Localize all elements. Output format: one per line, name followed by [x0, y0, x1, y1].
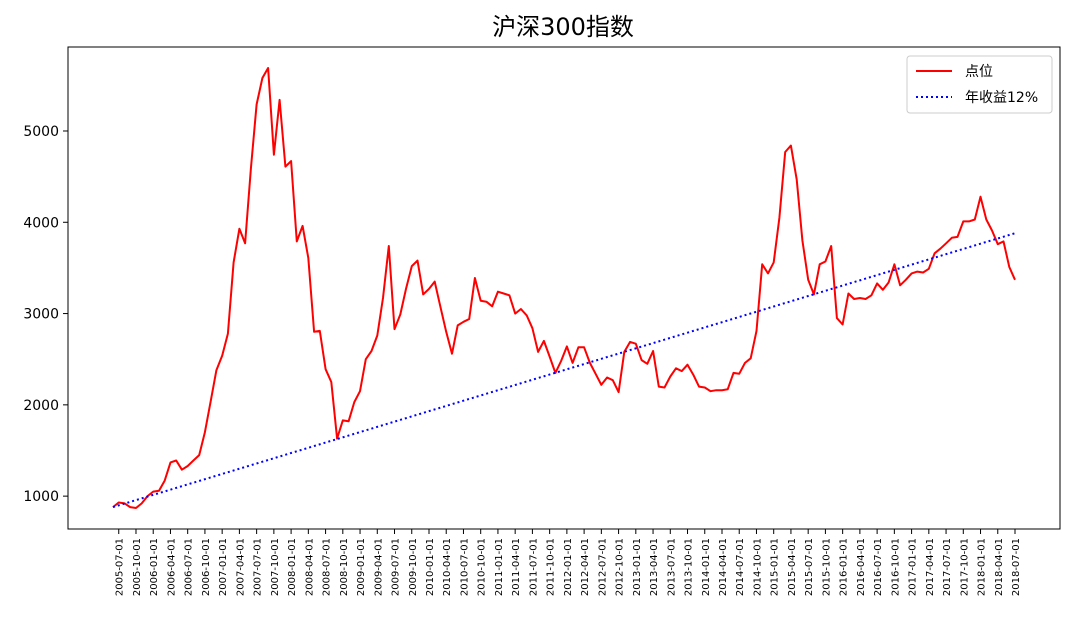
x-tick-label: 2013-01-01 — [632, 538, 643, 596]
chart-title: 沪深300指数 — [492, 13, 634, 41]
legend-label-points: 点位 — [965, 64, 993, 80]
x-tick-label: 2017-07-01 — [942, 538, 953, 596]
x-tick-label: 2011-07-01 — [528, 538, 539, 596]
x-tick-label: 2017-04-01 — [925, 538, 936, 596]
x-tick-label: 2013-10-01 — [684, 538, 695, 596]
x-tick-label: 2011-10-01 — [546, 538, 557, 596]
x-tick-label: 2018-04-01 — [994, 538, 1005, 596]
series-line-trend — [112, 232, 1016, 509]
legend-label-trend: 年收益12% — [965, 90, 1038, 106]
x-tick-label: 2015-07-01 — [804, 538, 815, 596]
x-tick-label: 2018-07-01 — [1011, 538, 1022, 596]
x-tick-label: 2009-04-01 — [373, 538, 384, 596]
x-tick-label: 2014-07-01 — [735, 538, 746, 596]
x-tick-label: 2016-01-01 — [839, 538, 850, 596]
x-tick-label: 2012-01-01 — [563, 538, 574, 596]
x-tick-label: 2008-07-01 — [322, 538, 333, 596]
x-tick-label: 2017-10-01 — [959, 538, 970, 596]
x-tick-label: 2009-07-01 — [391, 538, 402, 596]
x-tick-label: 2005-10-01 — [132, 538, 143, 596]
x-tick-label: 2015-04-01 — [787, 538, 798, 596]
x-tick-label: 2006-07-01 — [184, 538, 195, 596]
x-tick-label: 2010-10-01 — [477, 538, 488, 596]
x-tick-label: 2006-04-01 — [166, 538, 177, 596]
x-tick-label: 2007-04-01 — [235, 538, 246, 596]
x-tick-label: 2017-01-01 — [908, 538, 919, 596]
y-tick-label: 2000 — [23, 398, 59, 414]
x-tick-label: 2012-07-01 — [597, 538, 608, 596]
x-tick-label: 2011-04-01 — [511, 538, 522, 596]
y-tick-label: 5000 — [23, 124, 59, 140]
x-tick-label: 2014-10-01 — [752, 538, 763, 596]
y-tick-label: 1000 — [23, 489, 59, 505]
x-tick-label: 2006-10-01 — [201, 538, 212, 596]
x-tick-label: 2015-10-01 — [821, 538, 832, 596]
x-tick-label: 2009-01-01 — [356, 538, 367, 596]
x-tick-label: 2016-07-01 — [873, 538, 884, 596]
x-tick-label: 2016-04-01 — [856, 538, 867, 596]
x-tick-label: 2014-04-01 — [718, 538, 729, 596]
x-tick-label: 2015-01-01 — [770, 538, 781, 596]
x-tick-label: 2010-07-01 — [459, 538, 470, 596]
x-tick-label: 2014-01-01 — [701, 538, 712, 596]
x-tick-label: 2018-01-01 — [977, 538, 988, 596]
x-tick-label: 2007-07-01 — [253, 538, 264, 596]
x-tick-label: 2011-01-01 — [494, 538, 505, 596]
y-axis: 1000 2000 3000 4000 5000 — [23, 124, 68, 505]
x-tick-label: 2012-10-01 — [615, 538, 626, 596]
x-tick-label: 2009-10-01 — [408, 538, 419, 596]
x-tick-label: 2007-01-01 — [218, 538, 229, 596]
x-tick-label: 2008-01-01 — [287, 538, 298, 596]
x-tick-label: 2013-07-01 — [666, 538, 677, 596]
x-tick-label: 2016-10-01 — [890, 538, 901, 596]
x-tick-label: 2005-07-01 — [115, 538, 126, 596]
legend: 点位 年收益12% — [906, 55, 1053, 114]
x-tick-label: 2007-10-01 — [270, 538, 281, 596]
plot-lines — [112, 67, 1016, 509]
y-tick-label: 4000 — [23, 215, 59, 231]
x-tick-label: 2008-04-01 — [304, 538, 315, 596]
x-tick-label: 2010-04-01 — [442, 538, 453, 596]
series-line-points — [112, 67, 1016, 509]
x-axis: 2005-07-01 2005-10-01 2006-01-01 2006-04-01… — [115, 529, 1022, 596]
x-tick-label: 2012-04-01 — [580, 538, 591, 596]
plot-area-frame — [67, 46, 1061, 530]
x-tick-label: 2010-01-01 — [425, 538, 436, 596]
x-tick-label: 2013-04-01 — [649, 538, 660, 596]
x-tick-label: 2006-01-01 — [149, 538, 160, 596]
x-tick-label: 2008-10-01 — [339, 538, 350, 596]
y-tick-label: 3000 — [23, 307, 59, 323]
